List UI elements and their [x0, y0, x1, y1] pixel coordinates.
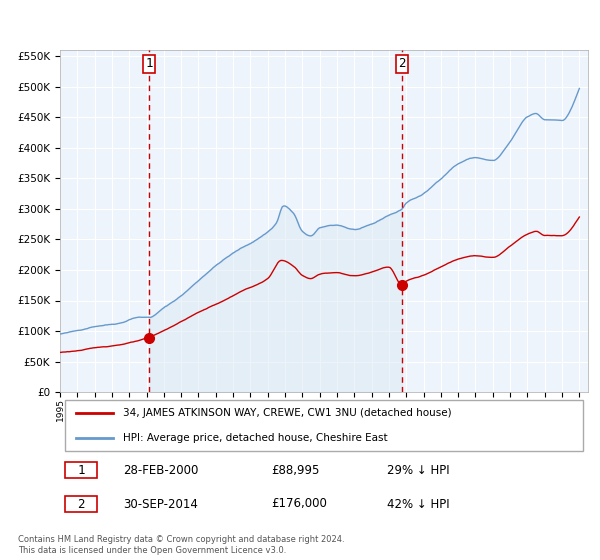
Text: 2: 2 [77, 497, 85, 511]
Text: 42% ↓ HPI: 42% ↓ HPI [388, 497, 450, 511]
FancyBboxPatch shape [65, 496, 97, 512]
Text: 2: 2 [398, 57, 406, 70]
Text: 34, JAMES ATKINSON WAY, CREWE, CW1 3NU (detached house): 34, JAMES ATKINSON WAY, CREWE, CW1 3NU (… [124, 408, 452, 418]
Text: 1: 1 [145, 57, 153, 70]
Text: 29% ↓ HPI: 29% ↓ HPI [388, 464, 450, 477]
Text: £176,000: £176,000 [271, 497, 327, 511]
FancyBboxPatch shape [65, 400, 583, 451]
FancyBboxPatch shape [65, 463, 97, 478]
Text: Contains HM Land Registry data © Crown copyright and database right 2024.
This d: Contains HM Land Registry data © Crown c… [18, 534, 344, 556]
Text: £88,995: £88,995 [271, 464, 320, 477]
Text: HPI: Average price, detached house, Cheshire East: HPI: Average price, detached house, Ches… [124, 433, 388, 443]
Text: 30-SEP-2014: 30-SEP-2014 [124, 497, 198, 511]
Text: 28-FEB-2000: 28-FEB-2000 [124, 464, 199, 477]
Text: 1: 1 [77, 464, 85, 477]
